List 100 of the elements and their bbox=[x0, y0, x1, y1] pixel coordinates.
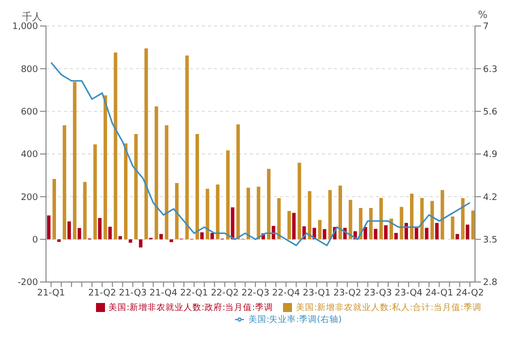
x-tick-label: 21-Q2 bbox=[88, 288, 116, 298]
bar bbox=[430, 200, 434, 240]
bar bbox=[267, 168, 270, 240]
bar bbox=[67, 221, 71, 240]
y2-axis-title: % bbox=[478, 10, 488, 21]
legend-label: 美国:失业率:季调(右轴) bbox=[248, 315, 342, 325]
bar bbox=[308, 191, 312, 240]
y-tick-label: 1,000 bbox=[12, 22, 38, 32]
bar bbox=[318, 220, 322, 240]
y2-tick-label: 2.8 bbox=[483, 278, 498, 288]
x-tick-label: 22-Q3 bbox=[241, 288, 270, 298]
bar bbox=[414, 228, 418, 240]
bar bbox=[461, 198, 465, 240]
x-tick-label: 24-Q1 bbox=[425, 288, 454, 298]
bar bbox=[154, 106, 158, 240]
bar bbox=[358, 208, 362, 240]
bar bbox=[62, 125, 66, 240]
bar bbox=[52, 178, 56, 240]
bar bbox=[47, 215, 50, 240]
bar bbox=[134, 134, 138, 240]
x-tick-label: 23-Q1 bbox=[302, 288, 331, 298]
y-axis-title: 千人 bbox=[22, 10, 42, 23]
bar bbox=[424, 228, 428, 240]
legend-label: 美国:新增非农就业人数:政府:当月值:季调 bbox=[108, 303, 274, 313]
bar bbox=[440, 190, 444, 240]
bar bbox=[226, 150, 230, 240]
x-tick-label: 21-Q4 bbox=[150, 288, 178, 298]
bar bbox=[144, 48, 148, 240]
y-tick-label: 800 bbox=[20, 64, 38, 75]
bar bbox=[114, 52, 118, 240]
bar bbox=[420, 198, 424, 240]
legend-label: 美国:新增非农就业人数:私人:合计:当月值:季调 bbox=[296, 303, 482, 313]
bar bbox=[338, 186, 342, 240]
y-tick-label: 400 bbox=[20, 150, 38, 160]
bar bbox=[450, 216, 454, 240]
y2-tick-label: 6.3 bbox=[483, 64, 498, 75]
y-tick-label: 0 bbox=[32, 236, 38, 246]
bar bbox=[164, 125, 168, 240]
bar bbox=[246, 188, 250, 240]
bar bbox=[298, 162, 302, 240]
bar bbox=[400, 206, 404, 240]
bar bbox=[210, 232, 214, 240]
y2-tick-label: 4.9 bbox=[483, 150, 498, 160]
bar bbox=[216, 184, 220, 240]
bar bbox=[394, 232, 398, 240]
bar bbox=[93, 144, 97, 240]
bar bbox=[292, 212, 296, 240]
y-tick-label: 200 bbox=[20, 192, 38, 203]
bar bbox=[170, 239, 174, 242]
bar bbox=[72, 82, 76, 240]
bar bbox=[124, 143, 128, 240]
y2-tick-label: 3.5 bbox=[483, 236, 498, 246]
y2-tick-label: 5.6 bbox=[483, 108, 498, 118]
bar bbox=[138, 239, 142, 248]
bar bbox=[287, 210, 291, 240]
bar bbox=[456, 234, 460, 240]
bar bbox=[410, 194, 414, 240]
bar bbox=[348, 200, 352, 240]
bar bbox=[230, 207, 234, 240]
x-tick-label: 21-Q1 bbox=[37, 288, 66, 298]
bar bbox=[200, 232, 204, 240]
bar bbox=[374, 228, 378, 240]
bar bbox=[404, 222, 408, 240]
bar bbox=[175, 183, 179, 240]
bar bbox=[322, 229, 326, 240]
bar bbox=[57, 239, 61, 242]
y2-tick-label: 4.2 bbox=[483, 192, 498, 203]
x-tick-label: 23-Q2 bbox=[333, 288, 362, 298]
bar bbox=[98, 218, 102, 240]
line-series bbox=[50, 62, 471, 246]
bar bbox=[83, 182, 87, 240]
x-tick-label: 22-Q4 bbox=[272, 288, 300, 298]
bar bbox=[108, 226, 112, 240]
bar bbox=[78, 228, 82, 240]
bar bbox=[328, 190, 332, 240]
y-tick-label: -200 bbox=[18, 278, 38, 288]
bar bbox=[369, 208, 373, 240]
bar bbox=[466, 224, 470, 240]
bar bbox=[159, 234, 163, 240]
x-tick-label: 22-Q1 bbox=[180, 288, 208, 298]
x-tick-label: 24-Q2 bbox=[456, 288, 484, 298]
bar bbox=[379, 198, 383, 240]
bar bbox=[104, 95, 108, 240]
bar bbox=[256, 186, 260, 240]
bar bbox=[196, 134, 199, 240]
bar bbox=[384, 225, 388, 240]
x-tick-label: 22-Q2 bbox=[210, 288, 239, 298]
bar bbox=[435, 222, 439, 240]
y2-tick-label: 7 bbox=[483, 22, 489, 32]
bar bbox=[364, 226, 368, 240]
x-tick-label: 21-Q3 bbox=[118, 288, 147, 298]
bar bbox=[206, 188, 210, 240]
x-tick-label: 23-Q3 bbox=[364, 288, 392, 298]
bar bbox=[236, 124, 240, 240]
bar bbox=[118, 236, 122, 240]
bar bbox=[185, 55, 189, 240]
bar bbox=[390, 218, 394, 240]
y-tick-label: 600 bbox=[20, 108, 38, 118]
x-tick-label: 23-Q4 bbox=[394, 288, 423, 298]
bar bbox=[277, 198, 281, 240]
